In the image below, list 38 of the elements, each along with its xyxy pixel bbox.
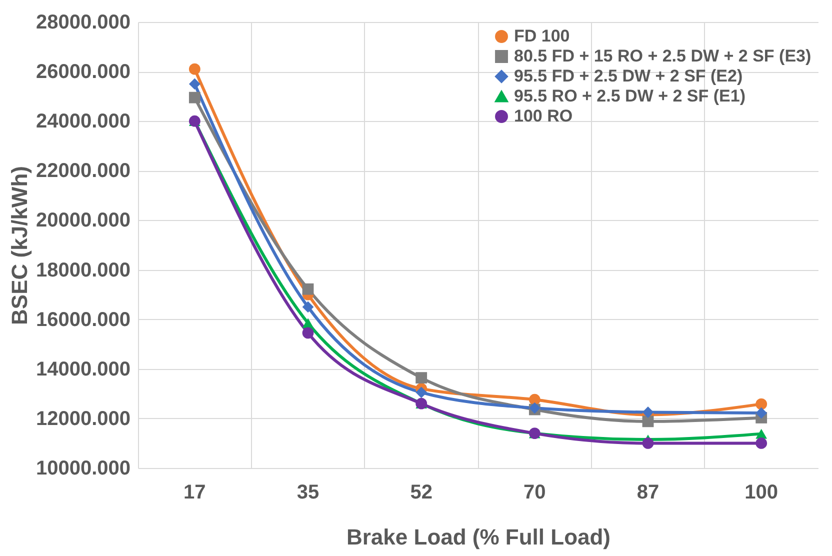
x-axis-title: Brake Load (% Full Load) [346, 524, 611, 550]
y-tick-label: 10000.000 [36, 458, 130, 480]
y-tick-label: 20000.000 [36, 210, 130, 232]
y-tick-label: 24000.000 [36, 110, 130, 133]
point [302, 318, 314, 328]
point [188, 92, 200, 104]
point [416, 372, 428, 384]
x-tick-label: 100 [744, 482, 778, 504]
legend-label: FD 100 [514, 26, 570, 46]
point [188, 78, 200, 90]
y-tick-label: 28000.000 [36, 12, 130, 34]
y-tick-label: 26000.000 [36, 61, 130, 84]
point [642, 416, 654, 428]
y-tick-label: 16000.000 [36, 308, 130, 331]
point [756, 407, 768, 419]
x-tick-label: 17 [184, 482, 206, 504]
point [642, 406, 654, 418]
legend-label: 80.5 FD + 15 RO + 2.5 DW + 2 SF (E3) [514, 46, 812, 66]
y-axis-title: BSEC (kJ/kWh) [6, 166, 32, 325]
point [756, 398, 768, 410]
point [302, 283, 314, 295]
point [188, 63, 200, 75]
y-tick-label: 12000.000 [36, 408, 130, 430]
x-tick-label: 52 [410, 482, 432, 504]
point [416, 386, 428, 398]
x-tick-label: 87 [636, 482, 660, 504]
y-tick-label: 14000.000 [36, 358, 130, 380]
legend-label: 95.5 RO + 2.5 DW + 2 SF (E1) [514, 86, 746, 106]
x-tick-label: 70 [524, 482, 546, 504]
point [642, 438, 654, 449]
y-tick-label: 18000.000 [36, 259, 130, 282]
point [756, 438, 768, 449]
point [302, 327, 314, 339]
y-tick-label: 22000.000 [36, 160, 130, 182]
x-tick-label: 35 [296, 482, 320, 504]
point [302, 301, 314, 313]
legend-label: 100 RO [514, 106, 573, 126]
legend-label: 95.5 FD + 2.5 DW + 2 SF (E2) [514, 66, 743, 86]
